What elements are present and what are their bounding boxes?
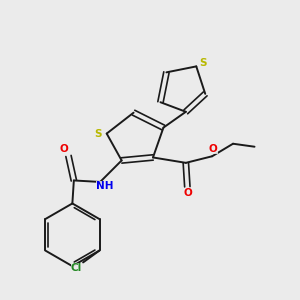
Text: S: S bbox=[94, 129, 102, 139]
Text: NH: NH bbox=[96, 181, 113, 190]
Text: O: O bbox=[209, 144, 218, 154]
Text: Cl: Cl bbox=[71, 263, 82, 273]
Text: O: O bbox=[184, 188, 193, 198]
Text: O: O bbox=[60, 144, 68, 154]
Text: S: S bbox=[199, 58, 207, 68]
